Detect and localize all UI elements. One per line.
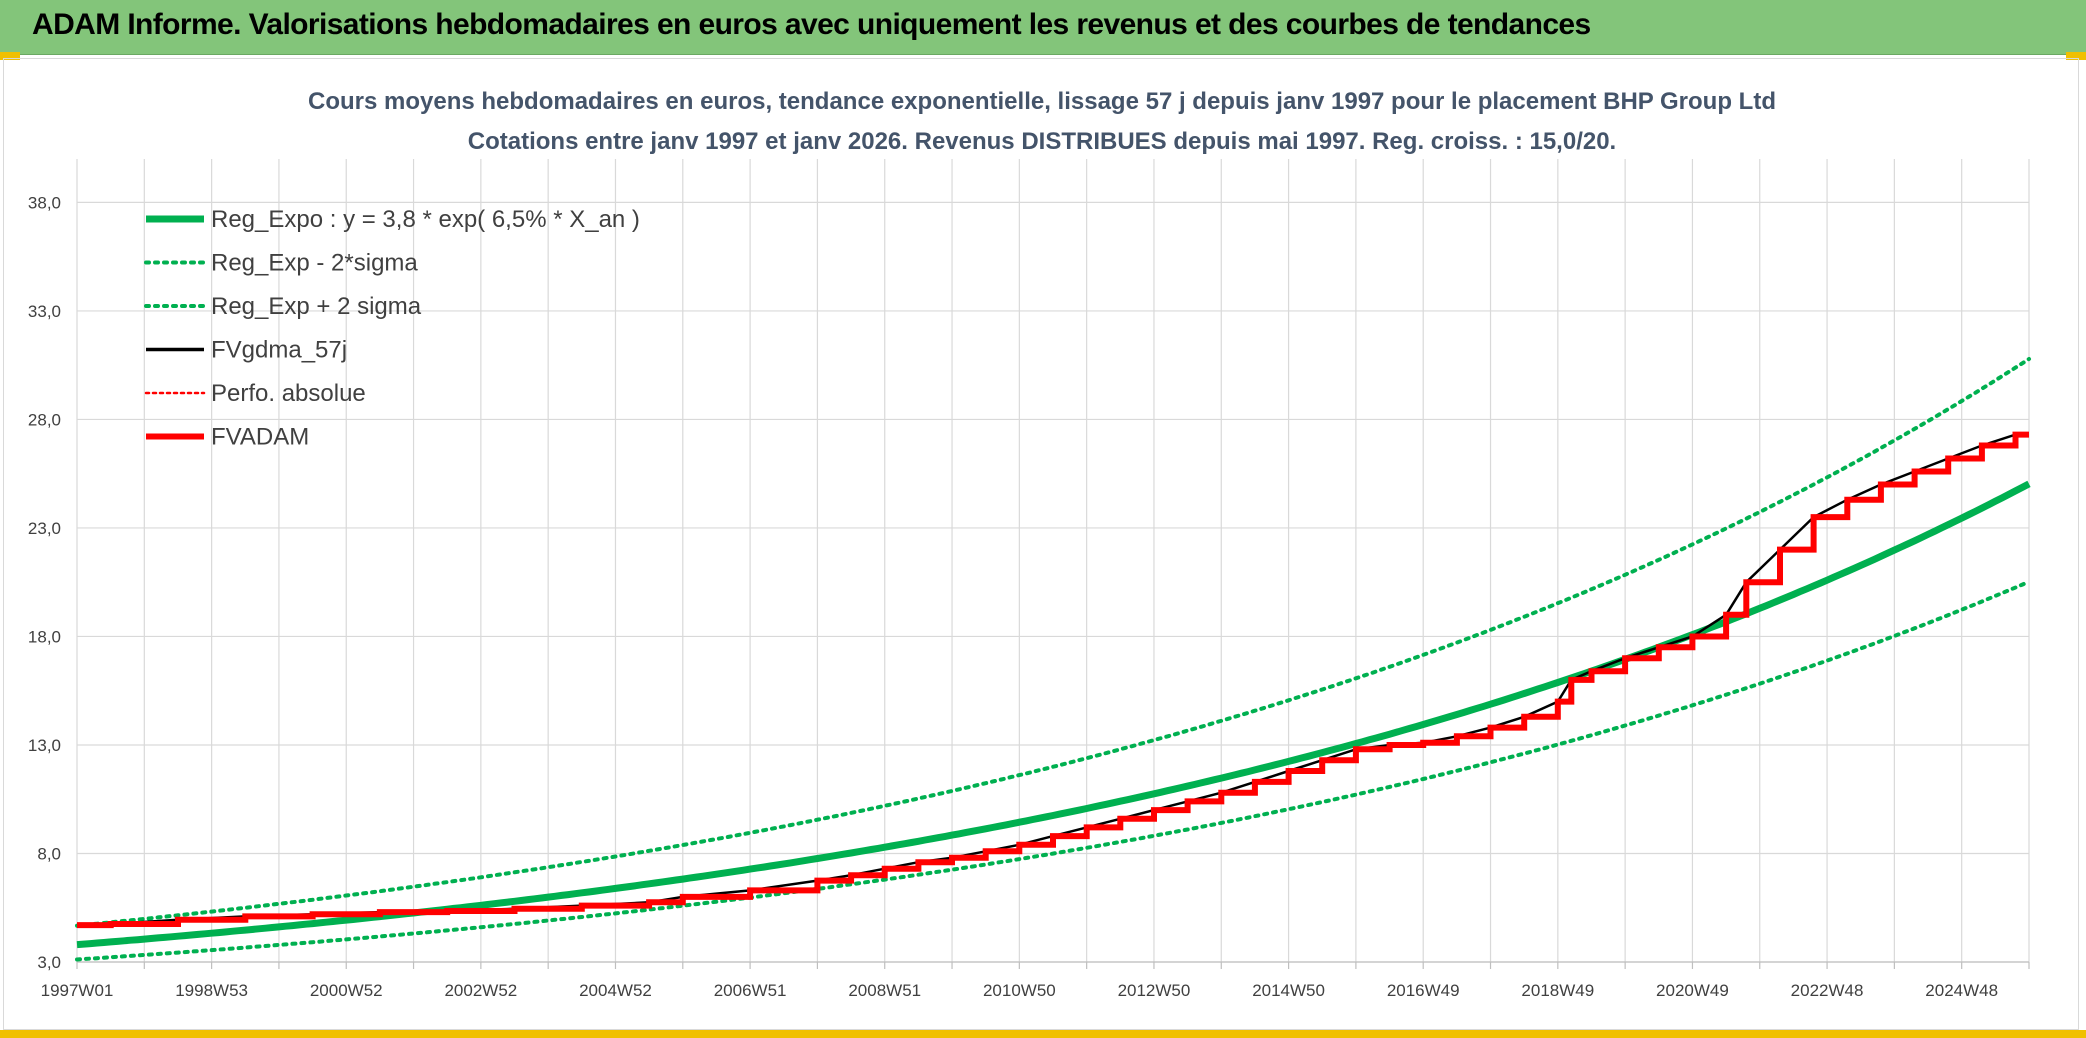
legend-label: Reg_Expo : y = 3,8 * exp( 6,5% * X_an ): [211, 206, 640, 233]
bottom-strip: [0, 1030, 2086, 1038]
legend-label: FVgdma_57j: [211, 337, 347, 364]
x-tick-label: 2018W49: [1521, 981, 1594, 1000]
y-tick-label: 33,0: [28, 302, 61, 321]
x-tick-label: 2014W50: [1252, 981, 1325, 1000]
y-tick-label: 18,0: [28, 627, 61, 646]
report-banner: ADAM Informe. Valorisations hebdomadaire…: [0, 0, 2086, 55]
legend-label: Perfo. absolue: [211, 380, 366, 407]
x-tick-label: 2002W52: [444, 981, 517, 1000]
series-fvgdma-57j: [76, 433, 2029, 927]
series-reg-exp-plus-2sigma: [75, 357, 2031, 928]
chart-svg: Cours moyens hebdomadaires en euros, ten…: [28, 88, 2031, 1000]
x-tick-label: 2006W51: [714, 981, 787, 1000]
series-reg-exp-minus-2sigma: [75, 579, 2031, 962]
corner-marker-left: [0, 52, 20, 60]
x-tick-label: 2024W48: [1925, 981, 1998, 1000]
legend-label: Reg_Exp - 2*sigma: [211, 250, 418, 277]
x-tick-label: 2008W51: [848, 981, 921, 1000]
chart-subtitle: Cotations entre janv 1997 et janv 2026. …: [468, 128, 1616, 155]
x-tick-label: 2010W50: [983, 981, 1056, 1000]
x-tick-label: 2004W52: [579, 981, 652, 1000]
series-reg-expo: [76, 480, 2031, 949]
x-tick-label: 2022W48: [1791, 981, 1864, 1000]
series-lines: [75, 357, 2031, 962]
x-tick-label: 1998W53: [175, 981, 248, 1000]
y-tick-label: 8,0: [37, 844, 61, 863]
legend: Reg_Expo : y = 3,8 * exp( 6,5% * X_an ) R…: [144, 206, 640, 451]
chart-area: Cours moyens hebdomadaires en euros, ten…: [3, 58, 2079, 1030]
y-axis: 3,0 8,0 13,0 18,0 23,0 28,0 33,0 38,0: [28, 193, 61, 972]
x-axis: 1997W01 1998W53 2000W52 2002W52 2004W52 2006W…: [41, 961, 2030, 1000]
y-tick-label: 3,0: [37, 953, 61, 972]
corner-marker-right: [2066, 52, 2086, 60]
legend-label: Reg_Exp + 2 sigma: [211, 293, 422, 320]
series-fvadam: [77, 431, 2029, 929]
y-tick-label: 28,0: [28, 410, 61, 429]
x-tick-label: 2020W49: [1656, 981, 1729, 1000]
report-title: ADAM Informe. Valorisations hebdomadaire…: [32, 8, 1591, 41]
x-tick-label: 2016W49: [1387, 981, 1460, 1000]
x-tick-label: 2012W50: [1118, 981, 1191, 1000]
x-tick-label: 2000W52: [310, 981, 383, 1000]
y-tick-label: 13,0: [28, 736, 61, 755]
chart-title: Cours moyens hebdomadaires en euros, ten…: [308, 88, 1776, 115]
y-tick-label: 23,0: [28, 519, 61, 538]
legend-label: FVADAM: [211, 424, 309, 451]
y-tick-label: 38,0: [28, 193, 61, 212]
x-tick-label: 1997W01: [41, 981, 114, 1000]
